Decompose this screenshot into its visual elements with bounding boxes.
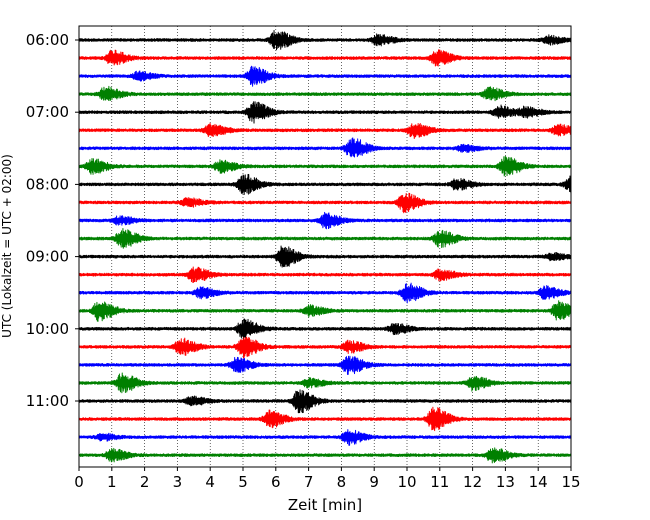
seismic-trace [78,266,572,283]
y-tick-label: 07:00 [26,103,69,121]
seismic-trace [78,282,572,304]
seismic-trace [78,318,572,340]
seismic-trace [78,389,572,414]
x-tick-label: 10 [397,473,416,491]
x-tick-label: 15 [561,473,580,491]
x-tick-label: 13 [496,473,515,491]
seismic-trace [78,429,572,446]
x-axis-title: Zeit [min] [288,496,362,514]
x-tick-label: 4 [205,473,215,491]
plot-frame [78,25,572,468]
x-tick-label: 1 [107,473,117,491]
x-tick-label: 14 [529,473,548,491]
seismic-trace [78,192,572,214]
seismic-trace [78,155,572,177]
y-tick-label: 06:00 [26,31,69,49]
seismic-trace [78,85,572,102]
x-tick-label: 6 [271,473,281,491]
seismic-traces [78,29,572,464]
y-tick-label: 10:00 [26,320,69,338]
seismic-trace [78,228,572,249]
y-tick-label: 11:00 [26,392,69,410]
y-axis-ticks: 06:00 07:00 08:00 09:00 10:00 11:00 [26,31,79,410]
seismic-trace [78,355,572,375]
seismic-trace [78,245,572,268]
seismic-trace [78,49,572,67]
x-tick-label: 5 [238,473,248,491]
y-axis-title: UTC (Lokalzeit = UTC + 02:00) [0,154,14,338]
x-tick-label: 12 [463,473,482,491]
seismic-trace [78,211,572,230]
seismic-trace [78,173,572,196]
seismic-trace [78,137,572,158]
x-axis-ticks: 0 1 2 3 4 5 6 7 8 9 10 11 12 13 14 15 [74,467,581,491]
seismic-trace [78,406,572,432]
x-tick-label: 3 [173,473,183,491]
y-tick-label: 09:00 [26,248,69,266]
x-tick-label: 9 [369,473,379,491]
seismic-trace [78,336,572,359]
seismic-trace [78,65,572,87]
seismic-trace [78,122,572,140]
x-tick-label: 11 [430,473,449,491]
x-tick-label: 7 [304,473,314,491]
seismic-trace [78,300,572,322]
x-tick-label: 8 [337,473,347,491]
seismic-trace [78,372,572,394]
x-tick-label: 0 [74,473,84,491]
seismic-trace [78,447,572,464]
seismic-trace [78,29,572,51]
x-tick-label: 2 [140,473,150,491]
seismic-trace [78,101,572,124]
y-tick-label: 08:00 [26,175,69,193]
